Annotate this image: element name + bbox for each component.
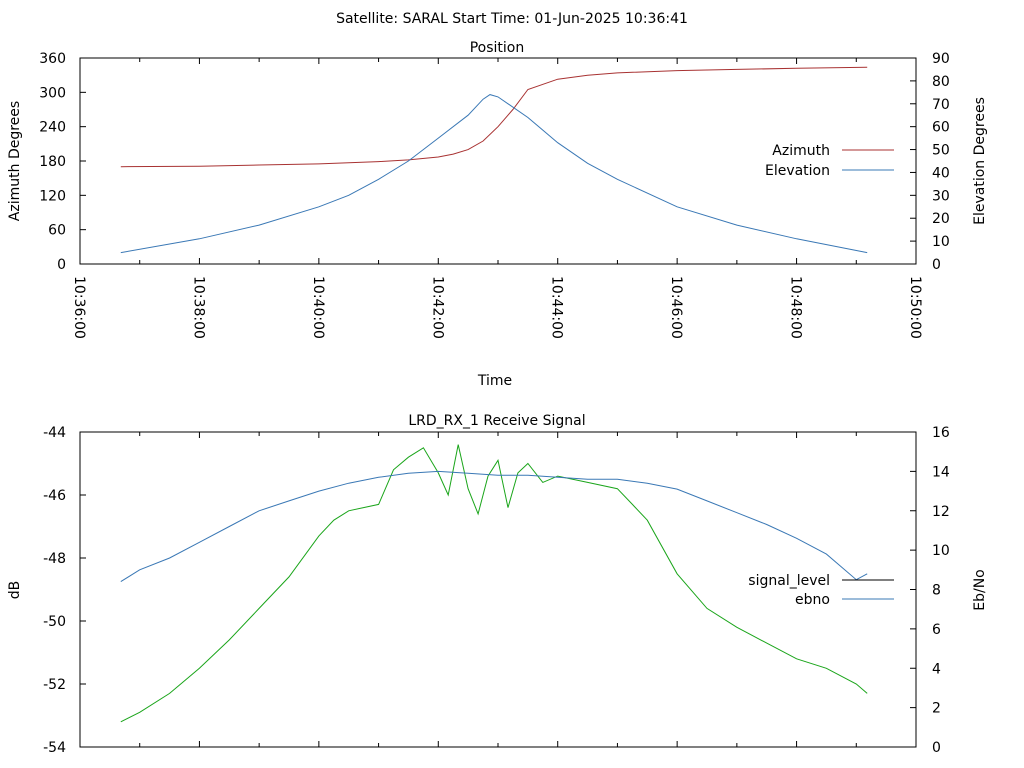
position-y2-tick-label: 50 bbox=[932, 143, 950, 159]
position-plot-frame bbox=[79, 57, 917, 265]
signal-series-signal-level bbox=[120, 444, 868, 723]
signal-chart: LRD_RX_1 Receive Signal -54-52-50-48-46-… bbox=[7, 413, 988, 756]
position-y-tick-label: 360 bbox=[39, 51, 66, 67]
signal-legend-label: signal_level bbox=[748, 573, 830, 589]
position-y2-label: Elevation Degrees bbox=[972, 97, 988, 225]
position-y-ticks: 0 60 120 180 240 300 360 bbox=[39, 51, 86, 273]
position-y-tick-label: 240 bbox=[39, 120, 66, 136]
signal-y2-tick-label: 10 bbox=[932, 543, 950, 559]
position-x-tick-label: 10:36:00 bbox=[71, 276, 87, 339]
signal-y-tick-label: -52 bbox=[43, 677, 66, 693]
signal-y2-tick-label: 16 bbox=[932, 425, 950, 441]
position-series-elevation bbox=[120, 94, 868, 254]
position-y2-tick-label: 90 bbox=[932, 51, 950, 67]
position-x-tick-label: 10:38:00 bbox=[190, 276, 206, 339]
position-y-tick-label: 0 bbox=[57, 257, 66, 273]
signal-y2-tick-label: 0 bbox=[932, 740, 941, 756]
position-legend-label: Azimuth bbox=[772, 143, 830, 159]
signal-series-ebno bbox=[120, 470, 868, 583]
signal-plot-frame bbox=[79, 431, 917, 748]
signal-y2-tick-label: 6 bbox=[932, 622, 941, 638]
signal-series bbox=[120, 444, 868, 723]
signal-y2-tick-label: 14 bbox=[932, 464, 950, 480]
signal-y-tick-label: -46 bbox=[43, 488, 66, 504]
position-y-tick-label: 300 bbox=[39, 85, 66, 101]
signal-chart-title: LRD_RX_1 Receive Signal bbox=[408, 413, 585, 429]
position-x-ticks: 10:36:00 10:38:00 10:40:00 10:42:00 10:44:00… bbox=[71, 58, 923, 339]
position-y2-tick-label: 60 bbox=[932, 120, 950, 136]
position-y-tick-label: 60 bbox=[48, 223, 66, 239]
signal-y2-label: Eb/No bbox=[972, 569, 988, 611]
position-y2-tick-label: 70 bbox=[932, 97, 950, 113]
position-y-tick-label: 120 bbox=[39, 188, 66, 204]
position-series bbox=[120, 66, 868, 254]
signal-y2-ticks: 0 2 4 6 8 10 12 14 16 bbox=[910, 425, 950, 756]
position-y2-tick-label: 40 bbox=[932, 165, 950, 181]
position-x-tick-label: 10:46:00 bbox=[668, 276, 684, 339]
signal-legend-label: ebno bbox=[795, 592, 830, 608]
signal-y2-tick-label: 12 bbox=[932, 504, 950, 520]
position-y-label: Azimuth Degrees bbox=[7, 101, 23, 221]
signal-y2-tick-label: 4 bbox=[932, 661, 941, 677]
signal-y-label: dB bbox=[7, 581, 23, 600]
position-x-tick-label: 10:48:00 bbox=[788, 276, 804, 339]
position-series-azimuth bbox=[120, 66, 868, 168]
position-x-label: Time bbox=[477, 373, 512, 389]
signal-y-tick-label: -48 bbox=[43, 551, 66, 567]
position-y2-ticks: 0 10 20 30 40 50 60 70 80 90 bbox=[910, 51, 950, 273]
header-title: Satellite: SARAL Start Time: 01-Jun-2025… bbox=[336, 11, 688, 27]
position-y2-tick-label: 0 bbox=[932, 257, 941, 273]
position-y2-tick-label: 10 bbox=[932, 234, 950, 250]
signal-y-ticks: -54 -52 -50 -48 -46 -44 bbox=[43, 425, 86, 756]
position-x-tick-label: 10:44:00 bbox=[549, 276, 565, 339]
signal-y2-tick-label: 2 bbox=[932, 701, 941, 717]
position-legend-label: Elevation bbox=[765, 163, 830, 179]
position-y-tick-label: 180 bbox=[39, 154, 66, 170]
signal-y2-tick-label: 8 bbox=[932, 583, 941, 599]
position-x-tick-label: 10:40:00 bbox=[310, 276, 326, 339]
signal-y-tick-label: -44 bbox=[43, 425, 66, 441]
position-chart: Position 10:36:00 10:38:00 10:40:00 10:42:0… bbox=[7, 40, 988, 389]
position-y2-tick-label: 80 bbox=[932, 74, 950, 90]
position-legend: Azimuth Elevation bbox=[765, 143, 894, 179]
signal-y-tick-label: -54 bbox=[43, 740, 66, 756]
signal-y-tick-label: -50 bbox=[43, 614, 66, 630]
position-y2-tick-label: 30 bbox=[932, 188, 950, 204]
position-x-tick-label: 10:42:00 bbox=[429, 276, 445, 339]
signal-x-ticks bbox=[79, 432, 917, 747]
position-chart-title: Position bbox=[470, 40, 525, 56]
position-x-tick-label: 10:50:00 bbox=[907, 276, 923, 339]
position-y2-tick-label: 20 bbox=[932, 211, 950, 227]
